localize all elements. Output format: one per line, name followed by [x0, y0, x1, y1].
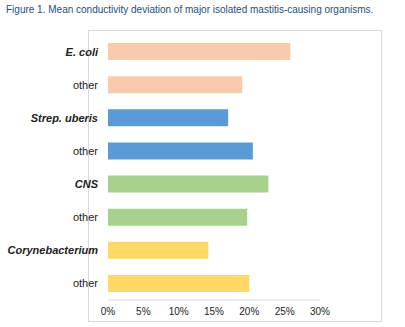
svg-text:15%: 15%	[204, 306, 224, 317]
svg-text:CNS: CNS	[75, 178, 99, 190]
svg-text:25%: 25%	[275, 306, 295, 317]
svg-text:Strep. uberis: Strep. uberis	[31, 112, 98, 124]
html-text:Figure 1. Mean conductivity de: Figure 1. Mean conductivity deviation of…	[6, 4, 374, 15]
svg-text:20%: 20%	[239, 306, 259, 317]
svg-text:0%: 0%	[101, 306, 116, 317]
svg-text:other: other	[73, 145, 98, 157]
svg-text:10%: 10%	[169, 306, 189, 317]
svg-text:E. coli: E. coli	[66, 46, 99, 58]
svg-text:other: other	[73, 211, 98, 223]
svg-text:5%: 5%	[136, 306, 151, 317]
svg-text:other: other	[73, 277, 98, 289]
svg-text:Corynebacterium: Corynebacterium	[8, 244, 98, 256]
svg-text:30%: 30%	[310, 306, 330, 317]
svg-text:other: other	[73, 79, 98, 91]
